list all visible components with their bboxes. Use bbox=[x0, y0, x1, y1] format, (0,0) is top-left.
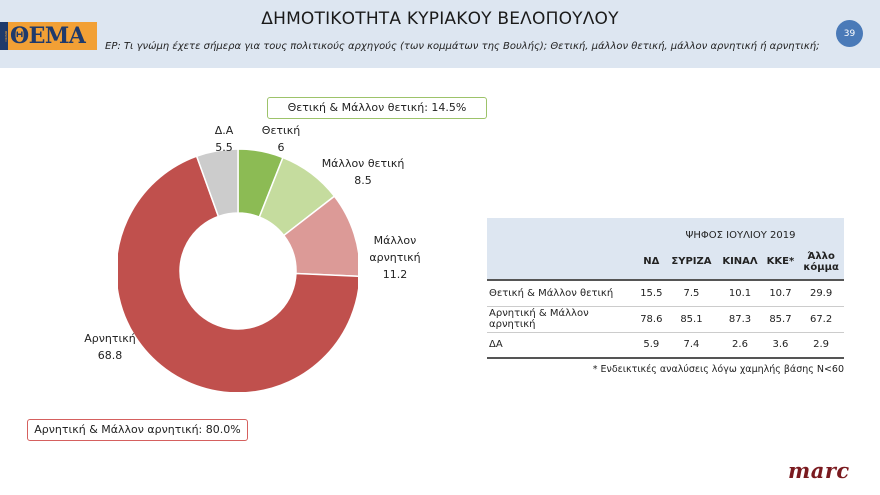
col-header-allo: Άλλο κόμμα bbox=[798, 244, 844, 281]
cell: 2.6 bbox=[717, 332, 763, 359]
label-mallon-arnitiki-name2: αρνητική bbox=[369, 251, 421, 264]
cell: 7.4 bbox=[665, 332, 718, 359]
label-da-name: Δ.Α bbox=[214, 124, 234, 137]
row-label: Αρνητική & Μάλλον αρνητική bbox=[487, 306, 637, 333]
label-thetiki: Θετική 6 bbox=[256, 122, 306, 156]
row-label: ΔΑ bbox=[487, 332, 637, 359]
label-mallon-thetiki: Μάλλον θετική 8.5 bbox=[318, 155, 408, 189]
label-da-value: 5.5 bbox=[215, 141, 233, 154]
cell: 15.5 bbox=[637, 280, 666, 307]
cell: 7.5 bbox=[665, 280, 718, 307]
cell: 3.6 bbox=[762, 332, 799, 359]
marc-logo: marc bbox=[788, 458, 850, 483]
cell: 85.7 bbox=[762, 306, 799, 333]
logo-word: ΘΕΜΑ bbox=[10, 23, 86, 49]
label-mallon-arnitiki: Μάλλον αρνητική 11.2 bbox=[363, 232, 427, 283]
cell: 85.1 bbox=[665, 306, 718, 333]
donut-slice-2 bbox=[282, 195, 358, 278]
label-arnitiki-name: Αρνητική bbox=[84, 332, 136, 345]
table-row: ΔΑ 5.9 7.4 2.6 3.6 2.9 bbox=[487, 332, 844, 359]
page-number-badge: 39 bbox=[836, 20, 863, 47]
vote-breakdown-table: ΨΗΦΟΣ ΙΟΥΛΙΟΥ 2019 ΝΔ ΣΥΡΙΖΑ ΚΙΝΑΛ ΚΚΕ* … bbox=[487, 218, 844, 375]
logo-small-text: ΠΡΩΤΟ bbox=[0, 22, 8, 50]
cell: 78.6 bbox=[637, 306, 666, 333]
label-arnitiki-value: 68.8 bbox=[97, 349, 123, 362]
label-thetiki-name: Θετική bbox=[261, 124, 301, 137]
survey-question: ΕΡ: Τι γνώμη έχετε σήμερα για τους πολιτ… bbox=[105, 41, 820, 52]
table-footnote: * Ενδεικτικές αναλύσεις λόγω χαμηλής βάσ… bbox=[592, 364, 844, 375]
label-mallon-thetiki-value: 8.5 bbox=[354, 174, 372, 187]
donut-slice-4 bbox=[195, 148, 239, 218]
col-header-nd: ΝΔ bbox=[637, 244, 666, 281]
logo-themа: ΠΡΩΤΟ ΘΕΜΑ bbox=[0, 22, 97, 50]
table-row: Θετική & Μάλλον θετική 15.5 7.5 10.1 10.… bbox=[487, 280, 844, 307]
header-band: ΔΗΜΟΤΙΚΟΤΗΤΑ ΚΥΡΙΑΚΟΥ ΒΕΛΟΠΟΥΛΟΥ ΠΡΩΤΟ Θ… bbox=[0, 0, 880, 68]
cell: 29.9 bbox=[798, 280, 844, 307]
donut-chart bbox=[118, 148, 358, 392]
label-mallon-thetiki-name: Μάλλον θετική bbox=[321, 157, 405, 170]
table-row: Αρνητική & Μάλλον αρνητική 78.6 85.1 87.… bbox=[487, 306, 844, 333]
negative-total-callout: Αρνητική & Μάλλον αρνητική: 80.0% bbox=[27, 419, 248, 441]
cell: 10.1 bbox=[717, 280, 763, 307]
donut-slice-3 bbox=[118, 155, 358, 392]
col-header-syriza: ΣΥΡΙΖΑ bbox=[665, 244, 718, 281]
label-thetiki-value: 6 bbox=[277, 141, 285, 154]
cell: 2.9 bbox=[798, 332, 844, 359]
positive-total-callout: Θετική & Μάλλον θετική: 14.5% bbox=[267, 97, 487, 119]
col-header-allo-2: κόμμα bbox=[803, 261, 839, 273]
label-mallon-arnitiki-value: 11.2 bbox=[382, 268, 408, 281]
row-label: Θετική & Μάλλον θετική bbox=[487, 280, 637, 307]
row-label-header bbox=[487, 244, 637, 281]
cell: 87.3 bbox=[717, 306, 763, 333]
col-header-allo-1: Άλλο bbox=[807, 250, 835, 262]
label-da: Δ.Α 5.5 bbox=[208, 122, 240, 156]
page-title: ΔΗΜΟΤΙΚΟΤΗΤΑ ΚΥΡΙΑΚΟΥ ΒΕΛΟΠΟΥΛΟΥ bbox=[261, 9, 619, 29]
cell: 5.9 bbox=[637, 332, 666, 359]
label-arnitiki: Αρνητική 68.8 bbox=[78, 330, 142, 364]
col-header-kinal: ΚΙΝΑΛ bbox=[717, 244, 763, 281]
cell: 67.2 bbox=[798, 306, 844, 333]
label-mallon-arnitiki-name1: Μάλλον bbox=[373, 234, 417, 247]
group-header: ΨΗΦΟΣ ΙΟΥΛΙΟΥ 2019 bbox=[637, 218, 844, 244]
cell: 10.7 bbox=[762, 280, 799, 307]
col-header-kke: ΚΚΕ* bbox=[762, 244, 799, 281]
empty-corner bbox=[487, 218, 637, 244]
